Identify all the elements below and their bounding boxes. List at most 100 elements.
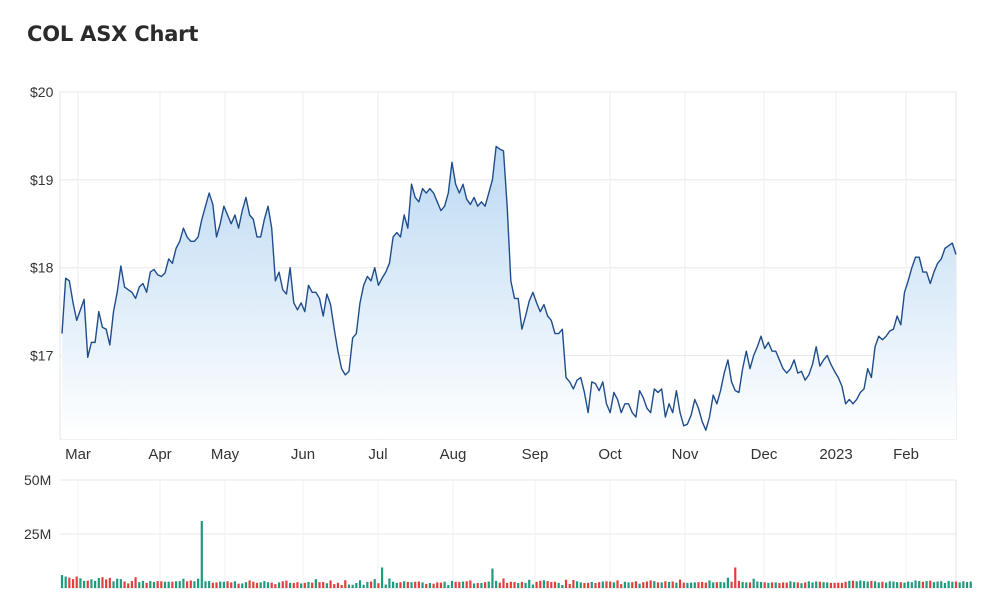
volume-bar [752, 578, 755, 588]
volume-bar [564, 579, 568, 588]
volume-bar [289, 582, 292, 588]
volume-bar [340, 584, 343, 588]
volume-bar [417, 581, 420, 588]
volume-bar [380, 567, 384, 588]
volume-bar [163, 581, 167, 588]
price-area [62, 146, 956, 439]
volume-bar [951, 581, 954, 588]
volume-bar [804, 582, 807, 588]
volume-bar [461, 581, 465, 588]
volume-bar [649, 580, 652, 588]
volume-bar [230, 582, 233, 588]
volume-bar [675, 582, 678, 588]
volume-bar [160, 581, 163, 588]
chart-title: COL ASX Chart [27, 22, 199, 46]
volume-bar [965, 581, 969, 588]
volume-bar [704, 582, 707, 588]
volume-bar [237, 583, 240, 588]
volume-bar [75, 576, 78, 588]
volume-bar [568, 583, 571, 588]
volume-bar [399, 582, 402, 588]
volume-bar [307, 581, 310, 588]
volume-bar [822, 582, 825, 588]
volume-bar [892, 581, 895, 588]
volume-bar [285, 580, 288, 588]
volume-bar [587, 582, 590, 588]
volume-bar [344, 580, 347, 588]
volume-bar [594, 583, 597, 588]
volume-bar [119, 579, 122, 588]
volume-bar [255, 582, 259, 588]
volume-bar [524, 582, 527, 588]
volume-bar [517, 583, 520, 588]
volume-bar [252, 581, 255, 588]
volume-bar [715, 582, 718, 588]
volume-bar [300, 583, 303, 588]
volume-bar [60, 575, 64, 588]
volume-bar [71, 579, 75, 588]
volume-bars [60, 521, 972, 588]
volume-bar [439, 582, 443, 588]
x-tick-label: Jul [368, 446, 387, 463]
x-tick-label: Sep [522, 446, 549, 463]
volume-bar [469, 580, 472, 588]
volume-bar [553, 581, 557, 588]
volume-bar [653, 581, 656, 588]
volume-grid [60, 479, 957, 589]
volume-bar [292, 583, 295, 588]
price-y-tick-label: $20 [30, 84, 54, 100]
volume-bar [241, 583, 244, 588]
price-line [61, 145, 957, 431]
volume-bar [737, 580, 741, 588]
volume-bar [432, 583, 435, 588]
volume-bar [800, 583, 803, 588]
volume-bar [425, 583, 428, 588]
volume-bar [921, 581, 924, 588]
volume-bar [377, 583, 380, 588]
volume-bar [233, 581, 237, 588]
volume-bar [509, 581, 512, 588]
volume-bar [598, 582, 601, 588]
volume-bar [421, 582, 424, 588]
volume-bar [682, 582, 685, 588]
volume-bar [770, 582, 774, 588]
volume-bar [759, 581, 763, 588]
volume-bar [281, 581, 284, 588]
volume-bar [575, 581, 579, 588]
volume-bar [818, 581, 821, 588]
volume-bar [392, 581, 395, 588]
volume-bar [730, 581, 733, 588]
volume-bar [690, 582, 693, 588]
volume-bar [200, 521, 203, 588]
volume-bar [870, 580, 873, 588]
volume-bar [303, 582, 306, 588]
volume-bar [79, 578, 82, 588]
volume-bar [347, 584, 351, 588]
volume-bar [495, 580, 498, 588]
volume-bar [528, 579, 531, 588]
volume-bar [550, 581, 553, 588]
volume-bar [907, 581, 910, 588]
volume-bar [789, 581, 792, 588]
volume-bar [774, 582, 777, 588]
volume-bar [219, 581, 222, 588]
volume-bar [866, 581, 869, 588]
volume-bar [369, 581, 373, 588]
volume-bar [193, 581, 196, 588]
volume-bar [465, 581, 468, 588]
volume-bar [311, 582, 314, 588]
volume-bar [910, 582, 913, 588]
volume-bar [127, 583, 130, 588]
price-y-tick-label: $19 [30, 172, 54, 188]
volume-bar [954, 581, 958, 588]
volume-bar [815, 581, 818, 588]
x-tick-label: Jun [291, 446, 315, 463]
volume-bar [112, 581, 115, 588]
volume-bar [539, 580, 542, 588]
volume-bar [881, 581, 884, 588]
volume-bar [263, 581, 266, 588]
volume-bar [693, 582, 696, 588]
volume-bar [888, 581, 891, 588]
volume-bar [322, 581, 325, 588]
volume-bar [583, 583, 586, 588]
